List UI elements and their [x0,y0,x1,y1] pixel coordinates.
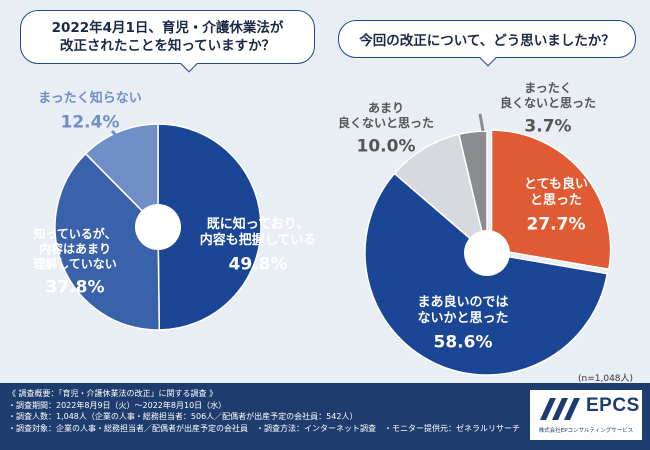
pie1-label-1-text: 知っているが、 [32,226,116,241]
question-1-title-line-1: 2022年4月1日、育児・介護休業法が [51,20,284,36]
epcs-logo-mark-icon [540,398,580,420]
pie2-label-3-value: 3.7% [524,116,571,136]
pie1-label-0-text: 内容も把握している [200,232,317,248]
pie1-label-0-value: 49.8% [229,254,288,274]
pie2-center-hole [464,230,510,276]
pie2-label-1-text: ないかと思った [417,311,508,326]
survey-overview-title: 《 調査概要：「育児・介護休業法の改正」に関する調査 》 [8,389,218,398]
pie1-center-hole [135,204,181,250]
survey-footer: 《 調査概要：「育児・介護休業法の改正」に関する調査 》 ・調査期間：2022年… [0,383,650,450]
pie2-label-0-text: とても良い [524,176,588,192]
survey-target: ・調査対象：企業の人事・総務担当者／配偶者が出産予定の会社員 ・調査方法：インタ… [8,423,520,433]
pie2-label-0-value: 27.7% [527,214,586,234]
pie1-label-1-value: 37.8% [46,277,105,297]
pie1-label-2-text: まったく知らない [38,90,141,106]
logo-text: EPCS [586,395,640,416]
survey-count: ・調査人数：1,048人（企業の人事・総務担当者：506人／配偶者が出産予定の会… [8,412,358,421]
pie1-label-0-text: 既に知っており、 [207,216,309,232]
pie1-label-0: 既に知っており、内容も把握している 49.8% [200,216,317,274]
pie2-slice-0 [490,129,612,271]
pie1-label-2-value: 12.4% [61,112,120,132]
pie1-leader-line [110,129,124,144]
question-2-title: 今回の改正について、どう思いましたか？ [359,33,615,49]
pie2-label-0-text: と思った [530,193,582,208]
survey-overview: 《 調査概要：「育児・介護休業法の改正」に関する調査 》 ・調査期間：2022年… [8,388,520,434]
pie1-slice-0 [157,123,262,331]
pie2-label-2-text: あまり [368,101,404,115]
sample-size: (n=1,048人) [578,374,634,384]
question-1-title-line-2: 改正されたことを知っていますか？ [59,38,276,54]
pie1-slice-2 [84,123,159,229]
pie1-label-2: まったく知らない 12.4% [38,90,141,132]
pie2-slice-3 [457,130,488,254]
pie2-label-2-text: 良くないと思った [338,115,434,130]
pie2-leader-line-2 [415,155,431,170]
pie2-label-3-text: 良くないと思った [500,95,596,110]
question-2-bubble: 今回の改正について、どう思いましたか？ [338,20,636,67]
pie2-leader-line-3 [478,113,485,132]
question-1-bubble: 2022年4月1日、育児・介護休業法が 改正されたことを知っていますか？ [20,10,315,73]
pie-charts: 既に知っており、内容も把握している 49.8% 知っているが、内容はあまり理解してい… [32,81,612,376]
survey-period: ・調査期間：2022年8月9日（火）～2022年8月10日（水） [8,400,227,410]
company-logo: EPCS 株式会社EPコンサルティングサービス [530,390,642,440]
pie2-label-1-text: まあ良いのでは [417,294,508,310]
pie1-label-1-text: 内容はあまり [39,241,111,256]
logo-subtitle: 株式会社EPコンサルティングサービス [538,428,634,434]
pie1-slice-1 [54,152,161,331]
pie1-label-1-text: 理解していない [33,256,117,271]
pie2-label-3-text: まったく [524,81,572,95]
pie2-label-2-value: 10.0% [357,136,416,156]
pie2-label-1-value: 58.6% [434,332,493,352]
pie2-slice-2 [393,133,489,256]
